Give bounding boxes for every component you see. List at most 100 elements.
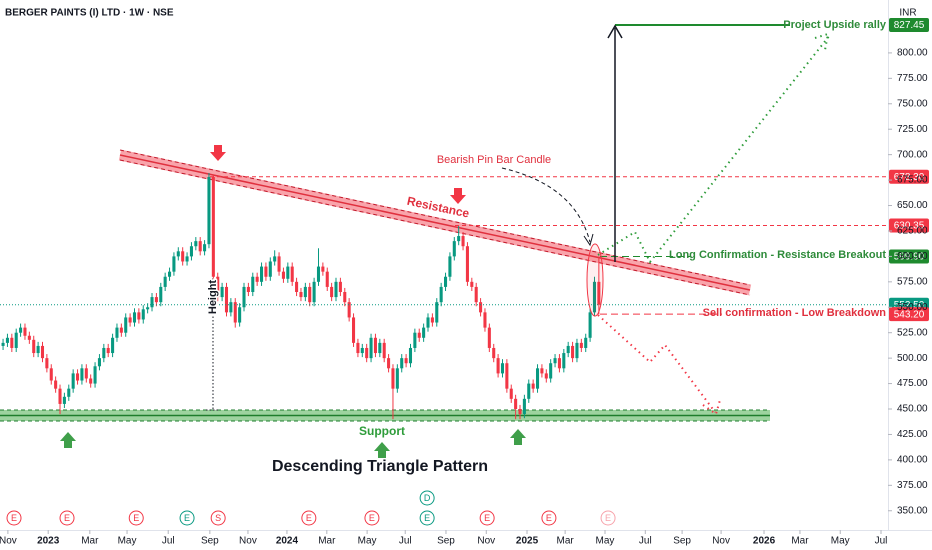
candle-body (509, 388, 513, 399)
candle-body (321, 266, 325, 272)
candle-body (430, 317, 434, 323)
event-marker (210, 510, 226, 526)
up-arrow (374, 442, 390, 458)
candle-body (378, 342, 382, 354)
candle-body (316, 266, 321, 282)
candle-body (303, 286, 307, 298)
price-chip (889, 17, 929, 32)
event-marker (59, 510, 75, 526)
y-tick-label: 650.00 (897, 200, 928, 211)
y-tick-label: 400.00 (897, 455, 928, 466)
candle-body (260, 266, 264, 282)
candle-body (382, 342, 386, 359)
candle-body (146, 307, 150, 310)
event-marker (364, 510, 380, 526)
resistance-edge (119, 159, 751, 296)
up-arrow (60, 432, 76, 448)
y-tick-label: 600.00 (897, 251, 928, 262)
candle-body (181, 251, 185, 262)
candle-body (535, 368, 540, 389)
candle-body (141, 309, 145, 320)
x-tick-label: May (831, 536, 850, 547)
candle-body (330, 286, 334, 298)
x-tick-label: Jul (639, 536, 652, 547)
candle-body (474, 286, 478, 303)
price-chip (889, 169, 929, 184)
candle-body (154, 297, 158, 303)
candle-body (527, 383, 531, 399)
x-tick-label: Nov (239, 536, 257, 547)
candle-body (352, 317, 356, 343)
x-tick-label: 2025 (516, 536, 539, 547)
candle-body (557, 358, 561, 369)
candle-body (487, 327, 491, 348)
price-chip (889, 307, 929, 322)
candle-body (505, 363, 509, 389)
candle-body (246, 286, 250, 293)
price-chip-label: 599.90 (894, 252, 925, 263)
candle-body (49, 368, 53, 381)
candle-body (479, 302, 483, 313)
candle-body (588, 312, 592, 338)
candle-body (268, 261, 272, 277)
event-label: E (306, 513, 312, 523)
price-chip-label: 630.35 (894, 221, 925, 232)
candle-body (277, 256, 281, 272)
event-label: E (184, 513, 190, 523)
x-tick-label: Mar (318, 536, 336, 547)
y-tick-label: 675.00 (897, 175, 928, 186)
candles (1, 172, 601, 420)
candle-body (439, 286, 443, 303)
x-tick-label: Sep (437, 536, 455, 547)
y-tick-label: 700.00 (897, 149, 928, 160)
chart-title: BERGER PAINTS (I) LTD · 1W · NSE (5, 8, 174, 19)
candle-body (387, 358, 391, 369)
y-tick-label: 450.00 (897, 404, 928, 415)
x-tick-label: 2024 (276, 536, 299, 547)
x-tick-label: May (118, 536, 137, 547)
candle-body (465, 246, 469, 282)
candle-body (5, 337, 9, 343)
candle-body (579, 342, 583, 348)
x-tick-label: Mar (791, 536, 809, 547)
candle-body (124, 317, 128, 333)
x-tick-label: May (358, 536, 377, 547)
candle-body (137, 312, 141, 320)
drawings-under (0, 149, 770, 422)
candle-body (242, 286, 246, 308)
x-tick-label: Mar (557, 536, 575, 547)
candle-body (522, 398, 526, 415)
long-label: Long Confirmation - Resistance Breakout (669, 249, 886, 261)
candle-body (492, 347, 496, 359)
candle-body (435, 302, 439, 323)
candle-body (203, 244, 207, 252)
candle-body (338, 281, 342, 293)
candle-body (549, 363, 553, 379)
candle-body (369, 337, 373, 359)
candle-body (426, 317, 430, 328)
x-tick-label: Nov (712, 536, 730, 547)
candle-body (347, 302, 351, 318)
event-marker (301, 510, 317, 526)
candle-body (531, 383, 535, 389)
candle-body (452, 241, 456, 257)
resistance-line (119, 154, 751, 291)
candle-body (308, 286, 312, 303)
candle-body (544, 373, 548, 379)
event-label: E (64, 513, 70, 523)
y-tick-label: 500.00 (897, 353, 928, 364)
candle-body (71, 373, 75, 389)
arrow-head (607, 24, 623, 39)
price-chip-label: 678.30 (894, 172, 925, 183)
candle-body (483, 312, 487, 328)
candle-body (106, 347, 110, 354)
x-tick-label: 2023 (37, 536, 60, 547)
x-tick-label: 2026 (753, 536, 776, 547)
candle-body (67, 388, 71, 397)
candle-body (496, 358, 500, 374)
candle-body (80, 368, 84, 381)
candle-body (45, 358, 49, 369)
event-label: E (546, 513, 552, 523)
candle-body (211, 177, 215, 277)
